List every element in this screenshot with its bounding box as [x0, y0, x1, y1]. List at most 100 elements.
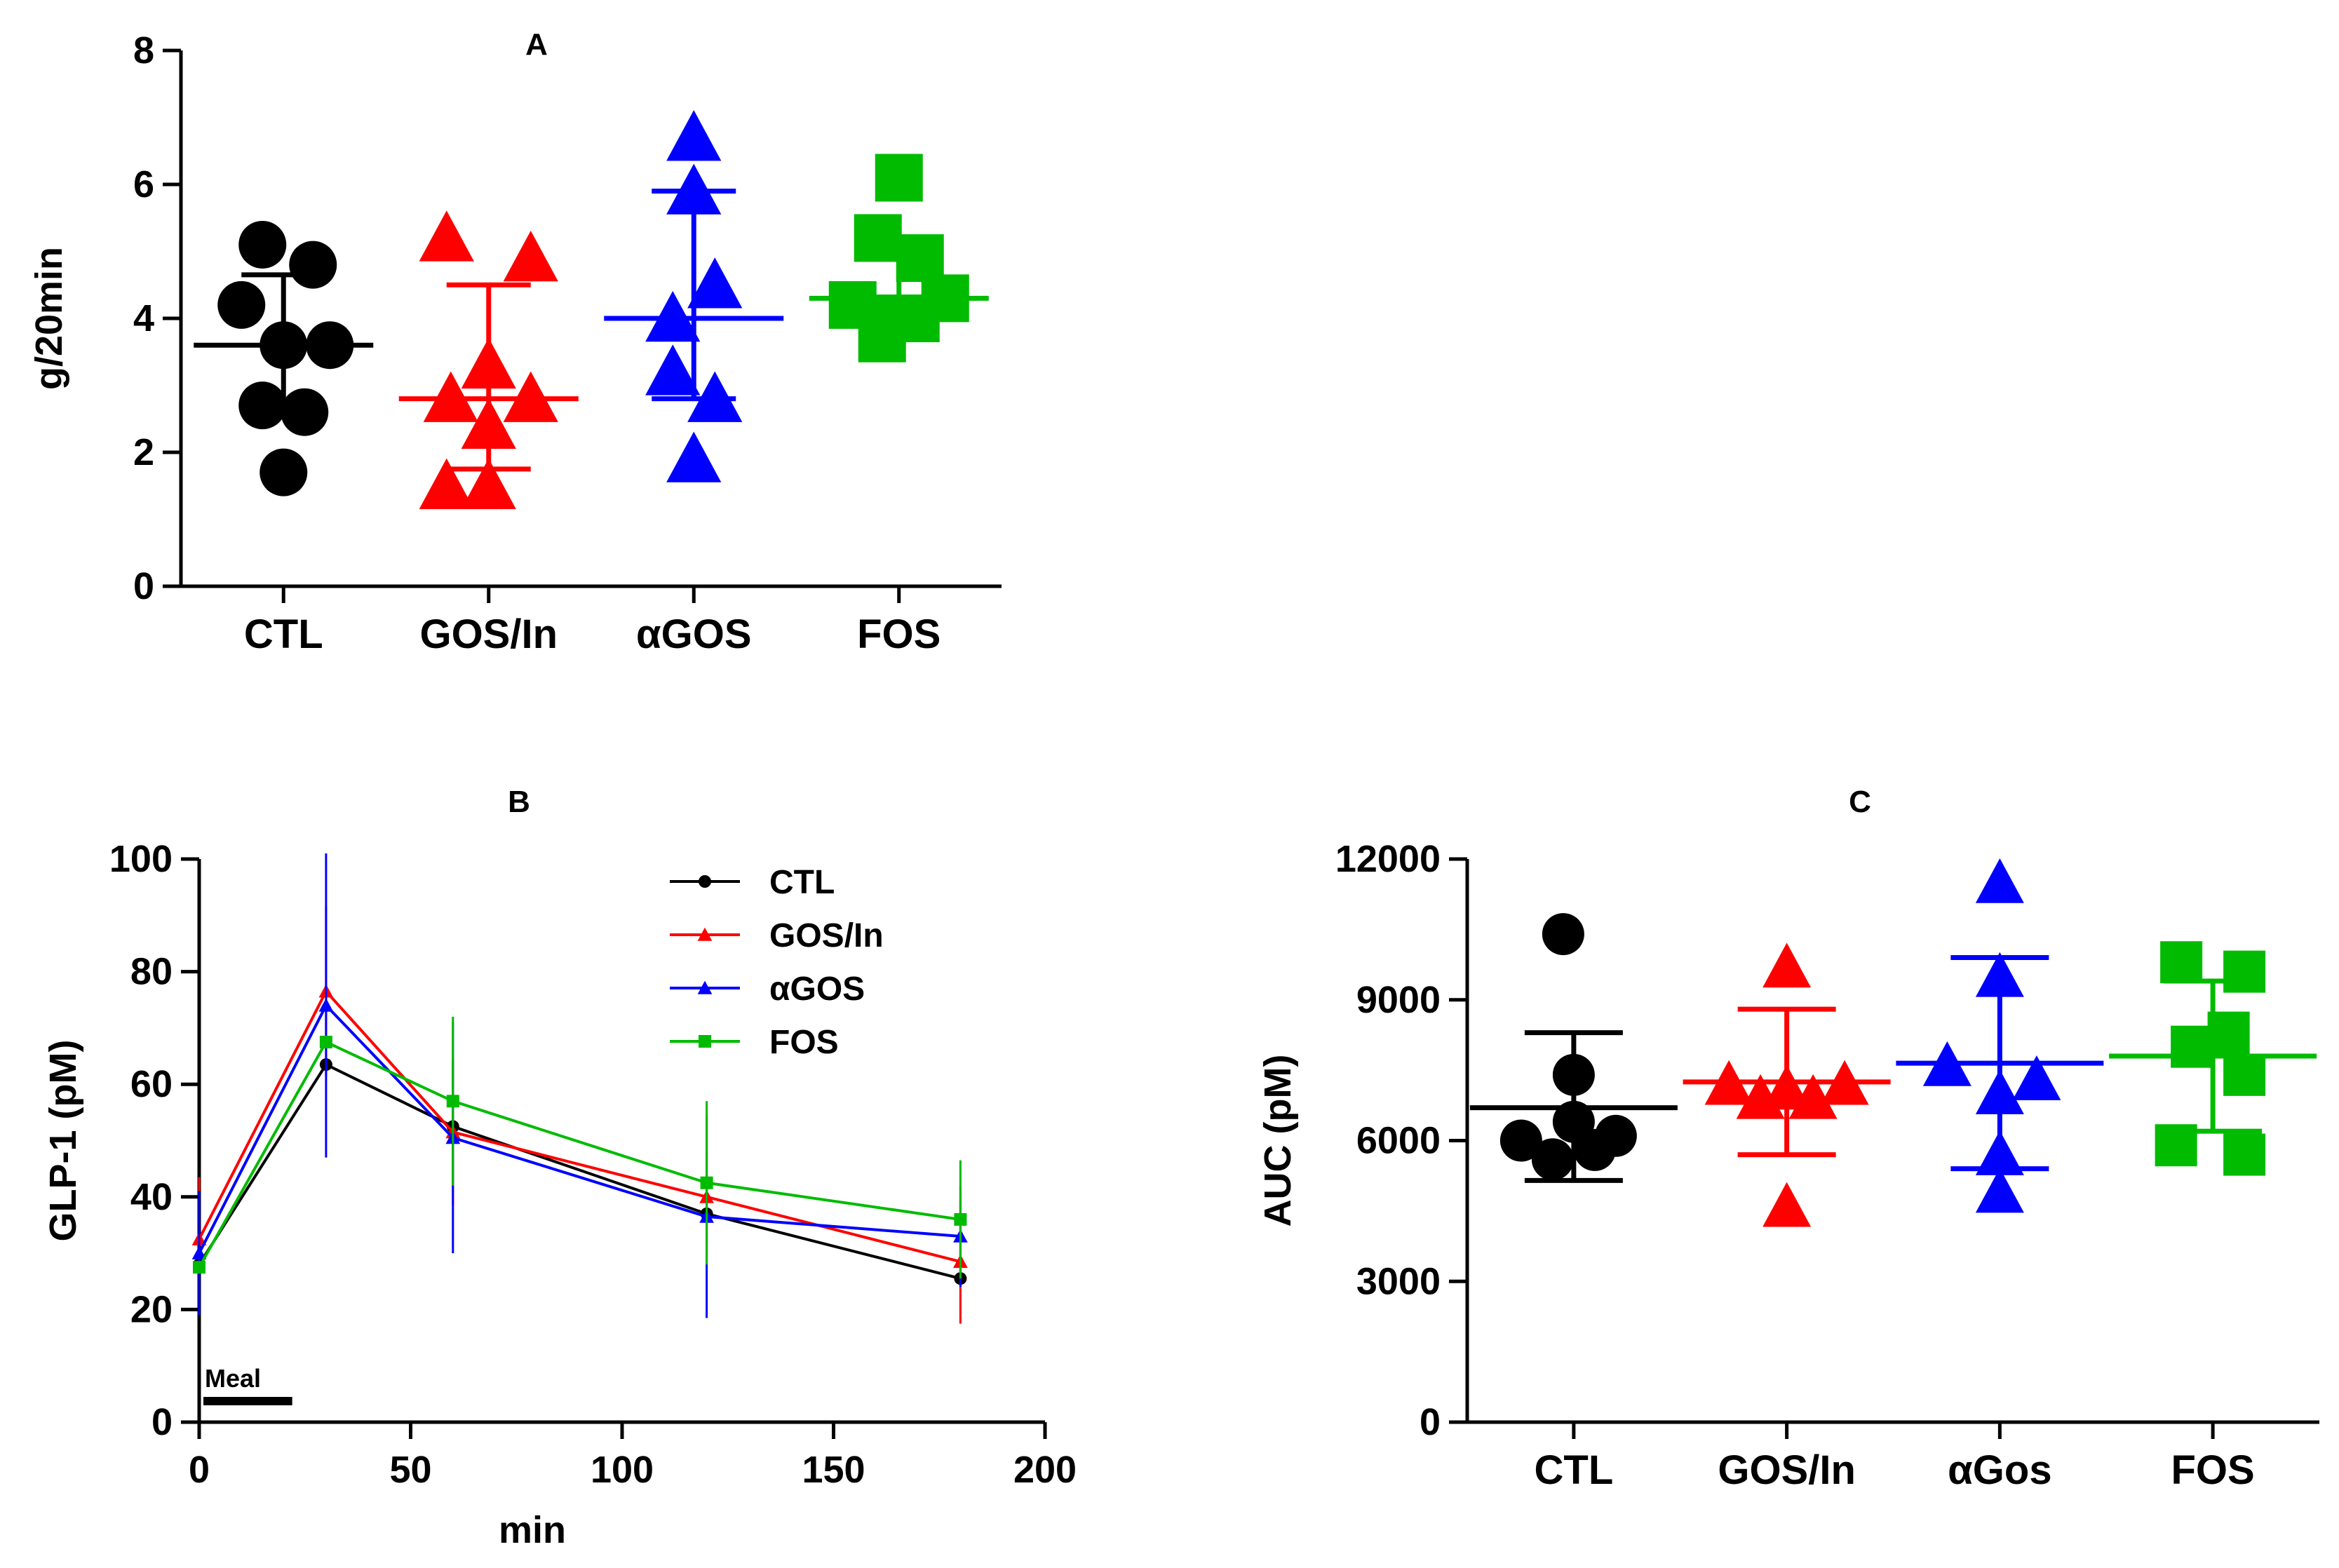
panel-c-category-label-alpha-gos: αGos — [1948, 1447, 2051, 1493]
panel-b-series-ctl — [193, 1058, 967, 1285]
panel-b-x-tick-label: 200 — [1013, 1449, 1077, 1491]
panel-a-title: A — [525, 27, 548, 62]
panel-b-series-line — [198, 1003, 961, 1255]
panel-a-group-fos — [809, 154, 989, 363]
panel-b-legend-swatch-marker — [697, 980, 713, 994]
panel-c-data-point — [1788, 1074, 1838, 1119]
panel-b-series-line — [198, 1062, 961, 1280]
panel-c-scatter-chart: 0 3000 6000 9000 12000 C AUC (pM) CTL GOS/In αGos… — [1257, 785, 2319, 1493]
panel-c-data-point — [1762, 1182, 1812, 1227]
panel-a-y-tick-label: 0 — [133, 565, 154, 607]
panel-b-legend-label-fos: FOS — [769, 1024, 839, 1061]
panel-a-data-point — [461, 458, 516, 509]
panel-a-data-point — [289, 241, 337, 289]
panel-b-y-tick-label: 40 — [130, 1176, 173, 1218]
panel-b-data-point — [319, 1035, 332, 1048]
panel-c-data-point — [1736, 1074, 1785, 1119]
panel-c-group-fos — [2109, 941, 2317, 1176]
panel-b-legend-swatch-marker — [699, 1035, 711, 1048]
panel-a-group-ctl — [194, 220, 374, 496]
panel-c-data-point — [2223, 1053, 2266, 1096]
panel-a-data-point — [281, 388, 329, 436]
panel-b-meal-label: Meal — [205, 1364, 261, 1393]
panel-c-y-axis-label: AUC (pM) — [1257, 1055, 1299, 1227]
panel-b-x-tick-label: 150 — [802, 1449, 865, 1491]
panel-b-series-fos — [193, 1016, 967, 1279]
panel-a-data-point — [666, 431, 722, 482]
panel-a-data-point — [854, 214, 902, 262]
panel-b-data-point — [191, 1245, 207, 1259]
panel-b-legend-label-gos-in: GOS/In — [769, 917, 884, 954]
panel-b-title: B — [508, 785, 530, 819]
panel-a-y-tick-label: 8 — [133, 29, 154, 72]
panel-b-x-tick-label: 100 — [591, 1449, 654, 1491]
panel-c-data-point — [2012, 1055, 2061, 1100]
panel-c-category-label-gos-in: GOS/In — [1718, 1447, 1856, 1493]
panel-c-category-label-ctl: CTL — [1535, 1447, 1614, 1493]
panel-b-legend-label-ctl: CTL — [769, 864, 835, 901]
panel-c-group-gos-in — [1683, 942, 1891, 1227]
panel-a-y-tick-label: 6 — [133, 163, 154, 205]
panel-a-data-point — [419, 458, 474, 509]
panel-c-data-point — [2223, 1133, 2266, 1176]
panel-a-category-label-ctl: CTL — [244, 611, 323, 657]
panel-a-data-point — [238, 381, 287, 430]
panel-a-group-gos-in — [398, 210, 579, 509]
panel-c-data-point — [1762, 942, 1812, 988]
panel-c-data-point — [1975, 1168, 2024, 1213]
panel-b-y-axis-label: GLP-1 (pM) — [42, 1040, 84, 1242]
panel-a-data-point — [503, 230, 558, 282]
panel-a-category-label-alpha-gos: αGOS — [636, 611, 752, 657]
panel-c-y-tick-label: 12000 — [1335, 838, 1441, 880]
panel-b-data-point — [954, 1212, 967, 1226]
panel-a-group-alpha-gos — [604, 110, 784, 482]
panel-b-legend-label-alpha-gos: αGOS — [769, 971, 865, 1008]
panel-b-x-tick-label: 0 — [189, 1449, 210, 1491]
panel-a-data-point — [645, 344, 701, 396]
panel-c-title: C — [1849, 785, 1871, 819]
panel-b-x-axis-label: min — [499, 1509, 566, 1551]
panel-c-y-tick-label: 6000 — [1356, 1120, 1441, 1162]
panel-c-data-point — [1531, 1138, 1574, 1181]
panel-b-series-gos-in — [191, 907, 968, 1324]
panel-c-y-tick-label: 0 — [1420, 1401, 1441, 1443]
panel-c-data-point — [2171, 1025, 2213, 1068]
panel-a-y-tick-label: 2 — [133, 431, 154, 473]
panel-a-y-tick-label: 4 — [133, 297, 154, 339]
panel-c-data-point — [2223, 950, 2266, 993]
panel-c-y-tick-label: 9000 — [1356, 979, 1441, 1021]
panel-c-data-point — [1975, 858, 2024, 903]
panel-c-category-label-fos: FOS — [2171, 1447, 2255, 1493]
panel-b-legend-swatch-marker — [699, 875, 711, 888]
panel-b-data-point — [446, 1095, 459, 1108]
panel-a-data-point — [666, 110, 722, 161]
panel-b-data-point — [318, 998, 334, 1012]
panel-b-y-tick-label: 0 — [151, 1401, 173, 1443]
panel-a-data-point — [875, 154, 923, 202]
panel-a-data-point — [419, 210, 474, 262]
panel-b-y-tick-label: 60 — [130, 1063, 173, 1105]
panel-c-data-point — [1542, 913, 1584, 956]
panel-b-data-point — [193, 1261, 205, 1274]
panel-b-legend: CTL GOS/In αGOS FOS — [670, 864, 884, 1061]
panel-a-data-point — [217, 281, 266, 329]
panel-a-data-point — [259, 448, 308, 496]
panel-c-data-point — [1499, 1119, 1542, 1162]
panel-c-data-point — [2160, 941, 2203, 984]
panel-b-x-tick-label: 50 — [389, 1449, 431, 1491]
panel-b-y-tick-label: 80 — [130, 951, 173, 993]
panel-a-scatter-chart: 0 2 4 6 8 Ag/20min CTL GOS/In αGOS FOS — [28, 27, 1002, 657]
panel-a-data-point — [687, 257, 743, 309]
panel-a-category-label-fos: FOS — [857, 611, 941, 657]
panel-a-y-axis-label: g/20min — [28, 247, 70, 390]
panel-c-group-alpha-gos — [1896, 858, 2104, 1213]
panel-c-data-point — [1573, 1128, 1616, 1171]
panel-a-data-point — [858, 314, 906, 363]
panel-b-y-tick-label: 20 — [130, 1288, 173, 1330]
panel-b-legend-swatch-marker — [697, 927, 713, 941]
panel-b-data-point — [700, 1176, 713, 1189]
panel-a-data-point — [238, 220, 287, 269]
panel-c-group-ctl — [1469, 913, 1678, 1183]
